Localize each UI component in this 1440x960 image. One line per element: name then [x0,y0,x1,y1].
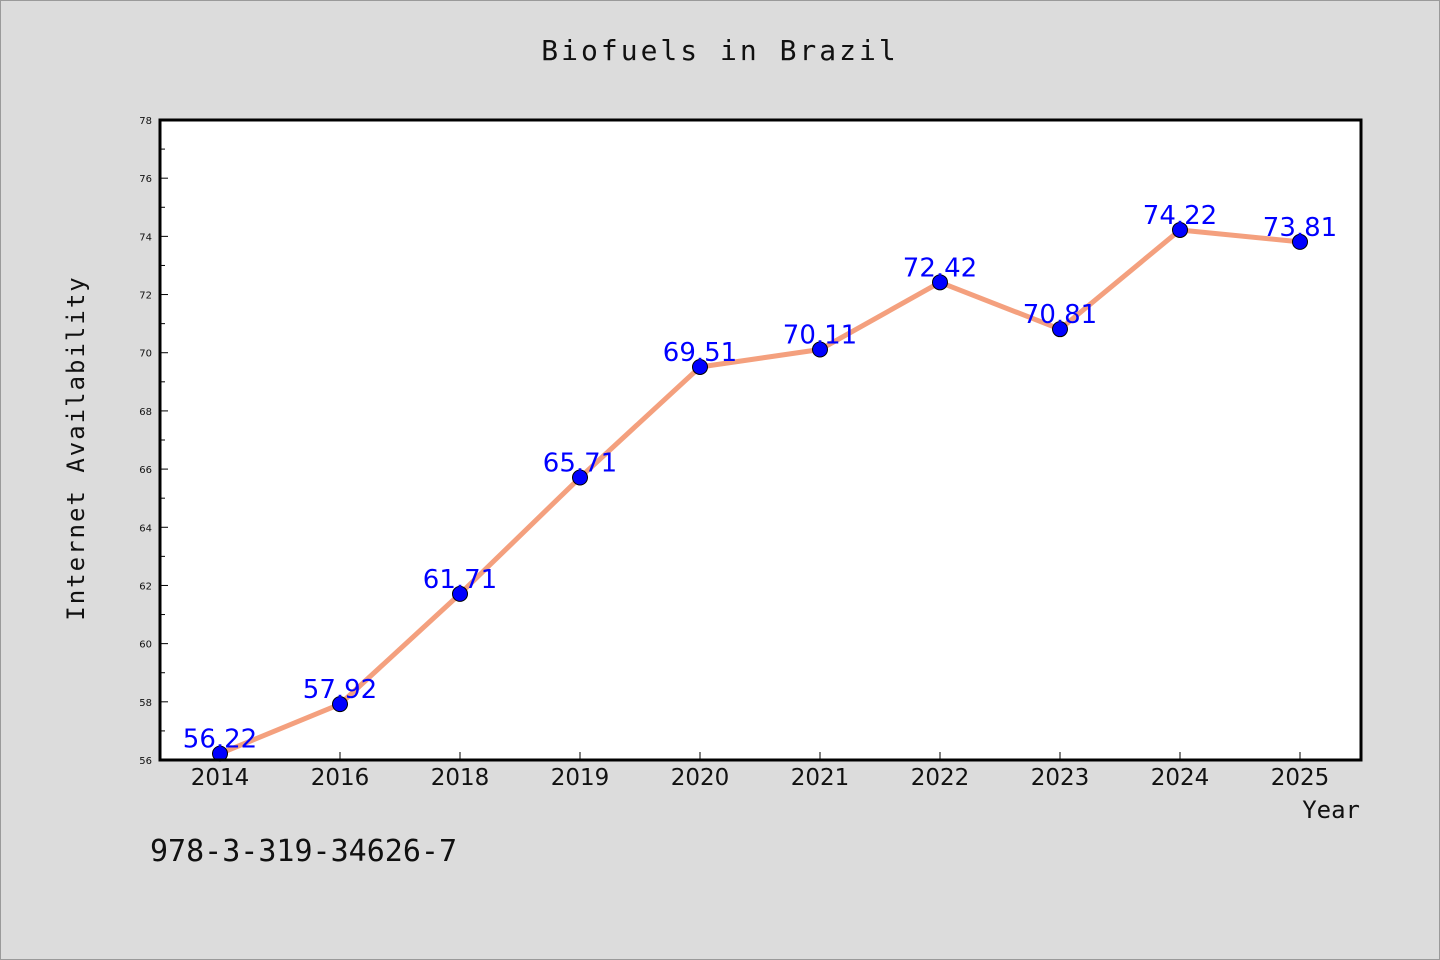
x-tick-label: 2021 [791,765,850,791]
series-line [217,227,1303,757]
data-point [692,358,708,375]
y-tick-label: 64 [139,523,152,534]
y-tick-label: 60 [139,640,152,651]
chart-title: Biofuels in Brazil [541,34,899,67]
plot-frame [158,118,1363,762]
data-point [1172,221,1188,238]
data-point [1052,321,1068,338]
data-point [1292,233,1308,250]
data-label: 73.81 [1263,213,1337,243]
y-tick-label: 58 [139,698,152,709]
x-tick-label: 2014 [191,765,250,791]
data-point [332,696,348,713]
isbn-footnote: 978-3-319-34626-7 [150,834,458,869]
data-label: 70.81 [1023,300,1097,330]
data-label: 57.92 [303,675,377,705]
data-label: 70.11 [783,321,857,351]
data-label: 61.71 [423,565,497,595]
y-tick-label: 72 [139,291,152,302]
y-tick-label: 68 [139,407,152,418]
data-label: 69.51 [663,338,737,368]
data-label: 56.22 [183,725,257,755]
plot-area [160,120,1361,760]
x-tick-label: 2019 [551,765,610,791]
x-tick-label: 2018 [431,765,490,791]
data-label: 65.71 [543,449,617,479]
y-tick-label: 78 [139,116,152,127]
data-point [572,469,588,486]
x-axis-label: Year [1302,796,1360,824]
y-tick-label: 62 [139,581,152,592]
data-point [452,585,468,602]
x-tick-label: 2023 [1031,765,1090,791]
data-point [812,341,828,358]
y-tick-label: 74 [139,232,152,243]
x-tick-label: 2016 [311,765,370,791]
data-point [932,274,948,291]
y-tick-label: 70 [139,349,152,360]
y-tick-label: 66 [139,465,152,476]
data-label: 74.22 [1143,201,1217,231]
x-tick-label: 2025 [1271,765,1330,791]
x-tick-label: 2024 [1151,765,1210,791]
x-tick-label: 2022 [911,765,970,791]
x-tick-label: 2020 [671,765,730,791]
y-tick-label: 56 [139,756,152,767]
data-label: 72.42 [903,253,977,283]
y-tick-label: 76 [139,174,152,185]
